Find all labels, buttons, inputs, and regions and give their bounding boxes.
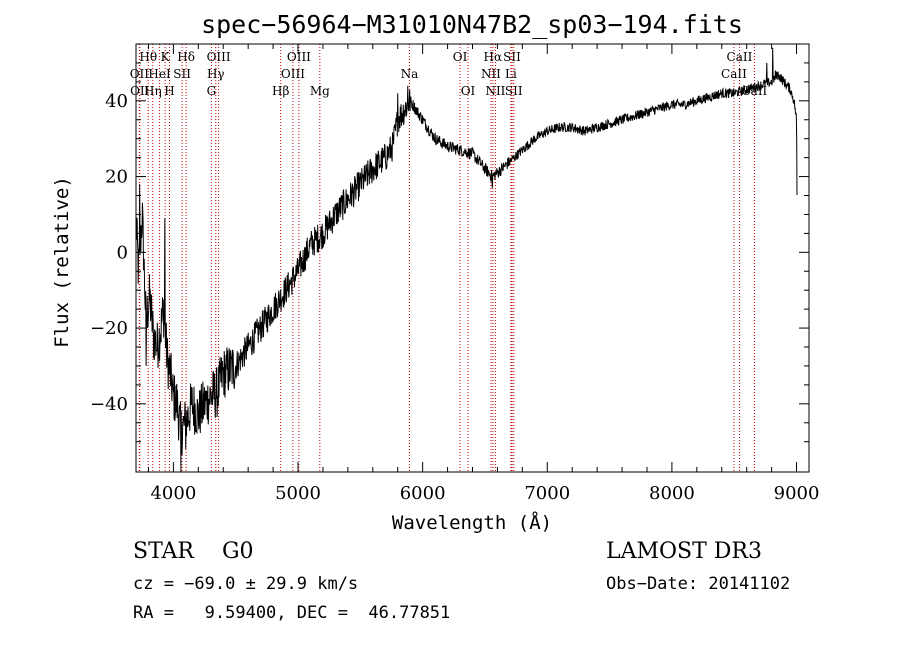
line-marker-label: CaII [727,50,753,64]
x-tick-label: 9000 [774,483,820,504]
line-marker-label: Hα [484,50,503,64]
line-marker-label: NII [485,84,505,98]
line-marker-label: SII [173,67,191,81]
line-marker-label: K [161,50,171,64]
line-marker-label: Hδ [177,50,195,64]
y-tick-label: 0 [117,242,128,263]
y-axis: −40 −20 0 20 40 [90,62,809,443]
line-marker-label: OI [453,50,468,64]
line-marker-label: OIII [287,50,311,64]
line-marker-label: SII [503,50,521,64]
x-tick-label: 4000 [150,483,196,504]
line-marker-label: Mg [310,84,330,98]
line-marker-label: OII [130,84,150,98]
line-marker-label: Hθ [139,50,157,64]
chart-title: spec−56964−M31010N47B2_sp03−194.fits [201,10,743,39]
line-marker-label: G [207,84,217,98]
line-marker-label: Hβ [272,84,289,98]
line-marker-label: HeI [148,67,171,81]
line-marker-label: Hγ [207,67,225,81]
x-axis: 4000 5000 6000 7000 8000 9000 [147,44,820,504]
x-tick-label: 5000 [275,483,321,504]
x-tick-label: 6000 [400,483,446,504]
y-tick-label: 40 [105,91,128,112]
spectral-line-markers [138,44,755,472]
line-marker-label: OII [130,67,150,81]
line-marker-label: OIII [207,50,231,64]
star-class: STAR G0 [133,539,254,564]
line-marker-label: NII [481,67,501,81]
y-tick-label: −40 [90,394,128,415]
x-axis-label: Wavelength (Å) [392,511,552,534]
line-marker-label: Na [401,67,419,81]
line-marker-label: Hη [144,84,162,98]
spectrum-line [135,47,798,473]
coordinates: RA = 9.59400, DEC = 46.77851 [133,603,451,623]
observation-date: Obs−Date: 20141102 [606,574,791,594]
y-tick-label: −20 [90,318,128,339]
line-marker-label: SII [505,84,523,98]
x-tick-label: 7000 [524,483,570,504]
line-marker-label: H [164,84,174,98]
plot-frame [135,43,810,473]
redshift-velocity: cz = −69.0 ± 29.9 km/s [133,574,359,594]
y-tick-label: 20 [105,167,128,188]
line-marker-label: CaII [721,67,747,81]
x-tick-label: 8000 [649,483,695,504]
line-marker-label: OIII [281,67,305,81]
line-marker-label: OI [461,84,476,98]
y-axis-label: Flux (relative) [51,176,73,348]
survey-name: LAMOST DR3 [606,539,762,564]
line-marker-label: Li [505,67,517,81]
